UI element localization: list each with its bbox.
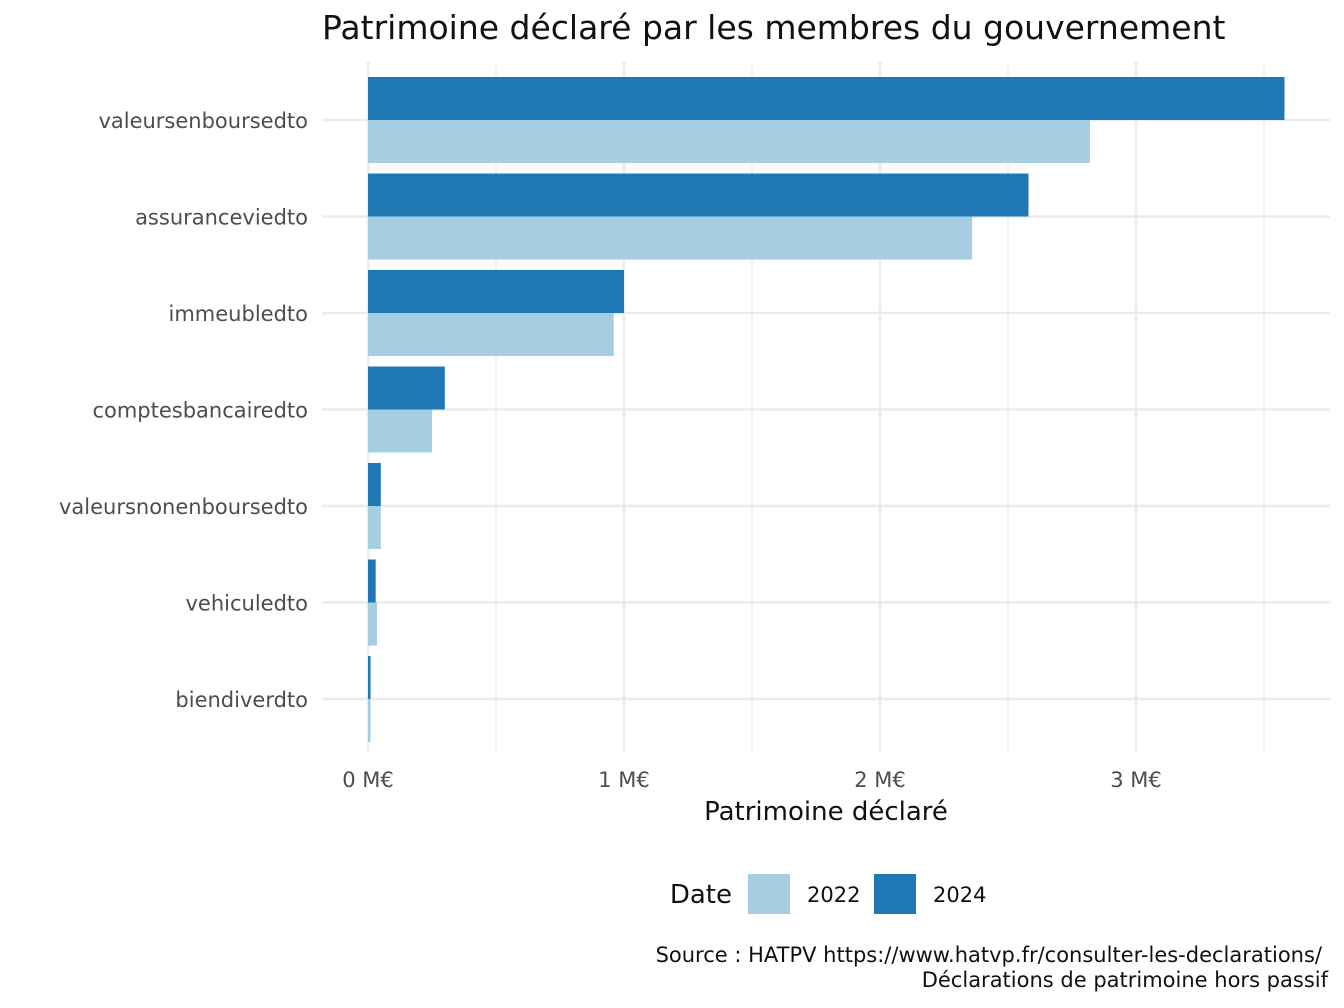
bar-assuranceviedto-2022: [368, 216, 973, 260]
x-axis-title: Patrimoine déclaré: [704, 797, 948, 827]
grid: [322, 62, 1330, 752]
x-tick-label: 2 M€: [854, 768, 906, 792]
bar-immeubledto-2024: [368, 270, 624, 313]
x-axis-tick-labels: 0 M€ 1 M€ 2 M€ 3 M€: [342, 768, 1162, 792]
y-tick-label-biendiverdto: biendiverdto: [175, 688, 308, 712]
bar-immeubledto-2022: [368, 313, 614, 356]
y-axis-tick-labels: valeursenboursedto assuranceviedto immeubl…: [59, 109, 308, 712]
legend: Date 2022 2024: [670, 874, 986, 914]
y-tick-label-valeursnonenboursedto: valeursnonenboursedto: [59, 495, 308, 519]
caption-note: Déclarations de patrimoine hors passif: [922, 968, 1329, 992]
bars: [368, 77, 1285, 742]
bar-vehiculedto-2024: [368, 559, 376, 603]
bar-comptesbancairedto-2022: [368, 409, 432, 453]
legend-label-2024: 2024: [933, 883, 986, 907]
y-tick-label-immeubledto: immeubledto: [169, 302, 308, 326]
chart-title: Patrimoine déclaré par les membres du go…: [322, 8, 1226, 47]
y-tick-label-assuranceviedto: assuranceviedto: [135, 206, 308, 230]
bar-vehiculedto-2022: [368, 602, 377, 646]
x-tick-label: 0 M€: [342, 768, 394, 792]
bar-comptesbancairedto-2024: [368, 366, 445, 410]
y-tick-label-comptesbancairedto: comptesbancairedto: [92, 399, 308, 423]
y-tick-label-valeursenboursedto: valeursenboursedto: [98, 109, 308, 133]
bar-valeursnonenboursedto-2024: [368, 463, 381, 506]
legend-key-2022: [748, 874, 790, 914]
caption-source: Source : HATPV https://www.hatvp.fr/cons…: [656, 943, 1323, 967]
legend-title: Date: [670, 880, 732, 910]
legend-label-2022: 2022: [807, 883, 860, 907]
x-tick-label: 1 M€: [598, 768, 650, 792]
bar-valeursenboursedto-2022: [368, 120, 1090, 163]
bar-biendiverdto-2022: [368, 699, 371, 742]
bar-valeursenboursedto-2024: [368, 77, 1285, 120]
bar-assuranceviedto-2024: [368, 173, 1029, 217]
legend-key-2024: [874, 874, 916, 914]
y-tick-label-vehiculedto: vehiculedto: [185, 592, 308, 616]
bar-biendiverdto-2024: [368, 656, 371, 699]
x-tick-label: 3 M€: [1110, 768, 1162, 792]
bar-valeursnonenboursedto-2022: [368, 506, 381, 549]
